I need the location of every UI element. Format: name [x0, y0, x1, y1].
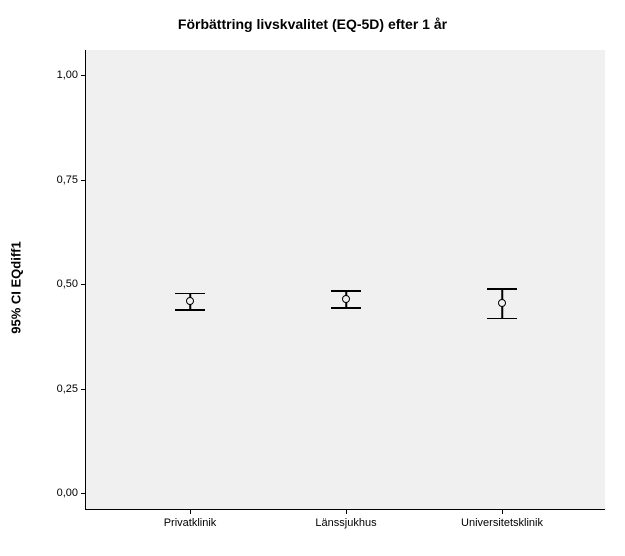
y-tick-label: 0,25	[57, 383, 78, 395]
error-bar-marker	[342, 295, 350, 303]
y-tick-mark	[81, 75, 86, 76]
y-tick-label: 0,00	[57, 487, 78, 499]
error-bar-cap-top	[487, 288, 517, 290]
y-tick-mark	[81, 284, 86, 285]
x-tick-mark	[502, 509, 503, 514]
error-bar-marker	[498, 299, 506, 307]
error-bar-cap-bottom	[487, 318, 517, 320]
y-tick-label: 1,00	[57, 69, 78, 81]
x-tick-label: Privatklinik	[164, 517, 217, 529]
chart-title: Förbättring livskvalitet (EQ-5D) efter 1…	[0, 16, 625, 32]
chart-container: Förbättring livskvalitet (EQ-5D) efter 1…	[0, 0, 625, 556]
x-tick-label: Länssjukhus	[315, 517, 376, 529]
y-tick-mark	[81, 180, 86, 181]
y-tick-label: 0,50	[57, 278, 78, 290]
y-tick-mark	[81, 389, 86, 390]
error-bar-marker	[186, 297, 194, 305]
y-tick-mark	[81, 493, 86, 494]
error-bar-cap-top	[175, 293, 205, 295]
y-axis-label: 95% CI EQdiff1	[9, 241, 24, 333]
x-tick-mark	[346, 509, 347, 514]
x-tick-mark	[190, 509, 191, 514]
y-tick-label: 0,75	[57, 174, 78, 186]
error-bar-cap-top	[331, 290, 361, 292]
plot-area: 0,000,250,500,751,00PrivatklinikLänssjuk…	[85, 50, 605, 510]
error-bar-cap-bottom	[175, 309, 205, 311]
error-bar-cap-bottom	[331, 307, 361, 309]
x-tick-label: Universitetsklinik	[461, 517, 543, 529]
